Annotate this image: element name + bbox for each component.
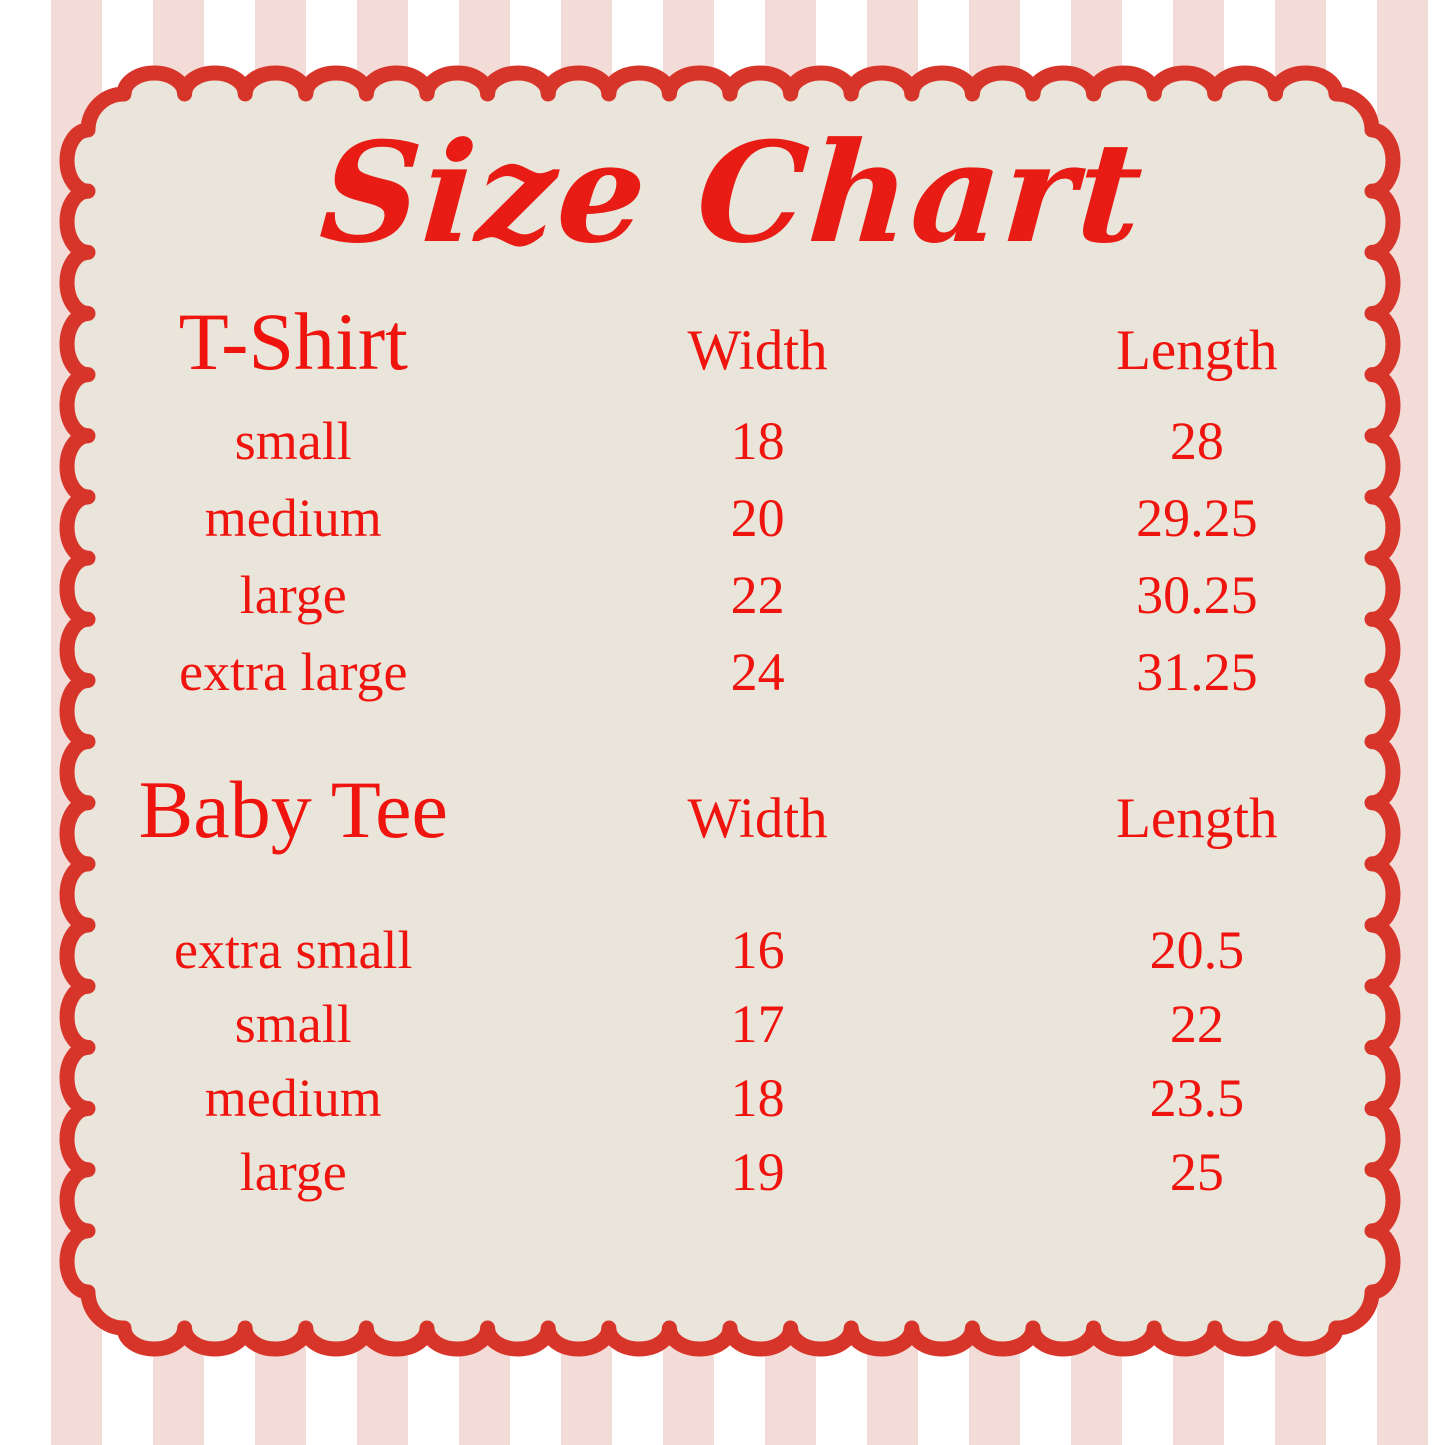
length-value: 23.5 xyxy=(1149,1067,1245,1128)
length-value: 25 xyxy=(1169,1141,1224,1202)
size-label: small xyxy=(234,411,352,472)
size-chart-card: Size Chart T-Shirt Width Length small 18… xyxy=(105,92,1360,1209)
tshirt-table: T-Shirt Width Length small 18 28 medium … xyxy=(105,295,1360,711)
page-title: Size Chart xyxy=(315,111,1150,274)
width-value: 20 xyxy=(730,488,785,549)
width-value: 17 xyxy=(730,993,785,1054)
width-value: 18 xyxy=(730,1067,785,1128)
length-value: 28 xyxy=(1169,411,1224,472)
table-row: extra large 24 31.25 xyxy=(105,634,1360,711)
section-title-baby-tee: Baby Tee xyxy=(138,763,448,855)
table-row: large 22 30.25 xyxy=(105,557,1360,634)
length-value: 31.25 xyxy=(1136,642,1258,703)
width-value: 19 xyxy=(730,1141,785,1202)
length-value: 22 xyxy=(1169,993,1224,1054)
size-label: small xyxy=(234,993,352,1054)
width-value: 24 xyxy=(730,642,785,703)
baby-tee-rows: extra small 16 20.5 small 17 22 medium 1… xyxy=(105,913,1360,1209)
col-header-length: Length xyxy=(1116,318,1278,382)
size-label: medium xyxy=(204,488,382,549)
tshirt-header-row: T-Shirt Width Length xyxy=(105,295,1360,387)
col-header-width: Width xyxy=(687,786,828,850)
table-row: medium 20 29.25 xyxy=(105,480,1360,557)
table-row: large 19 25 xyxy=(105,1135,1360,1209)
size-label: extra large xyxy=(179,642,408,703)
tshirt-rows: small 18 28 medium 20 29.25 large 22 30.… xyxy=(105,403,1360,711)
section-title-tshirt: T-Shirt xyxy=(178,295,408,387)
length-value: 30.25 xyxy=(1136,565,1258,626)
size-label: medium xyxy=(204,1067,382,1128)
baby-tee-header-row: Baby Tee Width Length xyxy=(105,763,1360,855)
length-value: 20.5 xyxy=(1149,919,1245,980)
table-row: small 17 22 xyxy=(105,987,1360,1061)
baby-tee-table: Baby Tee Width Length extra small 16 20.… xyxy=(105,763,1360,1209)
width-value: 18 xyxy=(730,411,785,472)
table-row: extra small 16 20.5 xyxy=(105,913,1360,987)
size-label: extra small xyxy=(174,919,413,980)
size-label: large xyxy=(239,565,347,626)
width-value: 16 xyxy=(730,919,785,980)
col-header-length: Length xyxy=(1116,786,1278,850)
col-header-width: Width xyxy=(687,318,828,382)
size-label: large xyxy=(239,1141,347,1202)
length-value: 29.25 xyxy=(1136,488,1258,549)
table-row: medium 18 23.5 xyxy=(105,1061,1360,1135)
width-value: 22 xyxy=(730,565,785,626)
table-row: small 18 28 xyxy=(105,403,1360,480)
